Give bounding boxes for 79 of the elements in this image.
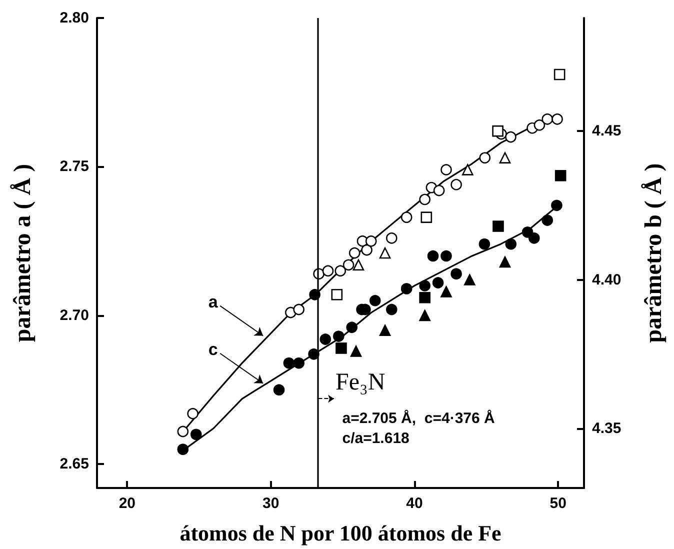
y2-tick-label: 4.45 (592, 122, 622, 140)
point (379, 247, 391, 259)
point (542, 113, 554, 125)
point (499, 152, 511, 164)
annotation: a=2.705 Å, c=4·376 Å (342, 409, 496, 428)
y2-tick-label: 4.40 (592, 271, 622, 288)
point (386, 232, 398, 244)
point (554, 68, 566, 80)
x-tick-label: 50 (550, 495, 566, 512)
point (177, 426, 189, 438)
point (552, 113, 563, 125)
point (379, 324, 391, 336)
point (450, 268, 462, 280)
x-tick-label: 30 (262, 495, 280, 512)
point (534, 119, 546, 131)
point (331, 288, 343, 300)
y2-tick-label: 4.35 (592, 420, 622, 438)
point (440, 164, 452, 176)
point (273, 384, 285, 396)
point (369, 294, 381, 306)
point (419, 310, 430, 322)
point (400, 283, 412, 294)
point (427, 250, 439, 262)
point (499, 256, 511, 268)
point (462, 164, 474, 176)
point (322, 265, 334, 276)
point (293, 304, 304, 316)
point (336, 342, 347, 354)
y-axis-title: parâmetro a ( Å ) (10, 164, 36, 342)
point (528, 232, 540, 244)
ref-line-label: Fe₃N (335, 370, 386, 396)
point (478, 238, 490, 250)
point (554, 170, 566, 182)
point (479, 152, 491, 164)
y-tick-label: 2.70 (60, 306, 89, 324)
point (450, 178, 462, 190)
point (350, 346, 362, 357)
point (492, 220, 504, 232)
point (293, 357, 304, 369)
y-tick-label: 2.80 (60, 10, 89, 26)
point (361, 244, 372, 256)
y-tick-label: 2.75 (60, 158, 89, 176)
point (492, 125, 504, 137)
point (177, 444, 189, 455)
point (440, 286, 452, 298)
annotation: a (208, 292, 218, 312)
point (332, 330, 344, 342)
x-tick-label: 40 (406, 495, 423, 512)
point (190, 428, 202, 440)
point (542, 214, 554, 226)
y2-axis-title: parâmetro b ( Å ) (641, 163, 667, 343)
point (433, 184, 445, 196)
point (348, 247, 360, 259)
point (419, 280, 430, 292)
annotation: c/a=1.618 (342, 430, 410, 448)
point (320, 334, 332, 345)
point (419, 292, 430, 304)
x-tick-label: 20 (118, 495, 136, 512)
point (551, 200, 562, 212)
point (346, 322, 358, 334)
point (522, 226, 534, 238)
annotation: c (208, 340, 218, 359)
point (342, 259, 354, 271)
point (440, 250, 452, 262)
point (187, 408, 198, 420)
point (420, 212, 432, 223)
point (505, 238, 517, 250)
point (334, 265, 346, 276)
point (432, 277, 444, 288)
point (505, 131, 516, 143)
point (283, 357, 295, 369)
point (386, 304, 398, 316)
point (464, 274, 476, 286)
point (365, 235, 377, 247)
point (352, 259, 364, 271)
point (400, 212, 412, 223)
point (419, 194, 430, 206)
y-tick-label: 2.65 (60, 456, 89, 473)
x-axis-title: átomos de N por 100 átomos de Fe (180, 520, 502, 546)
